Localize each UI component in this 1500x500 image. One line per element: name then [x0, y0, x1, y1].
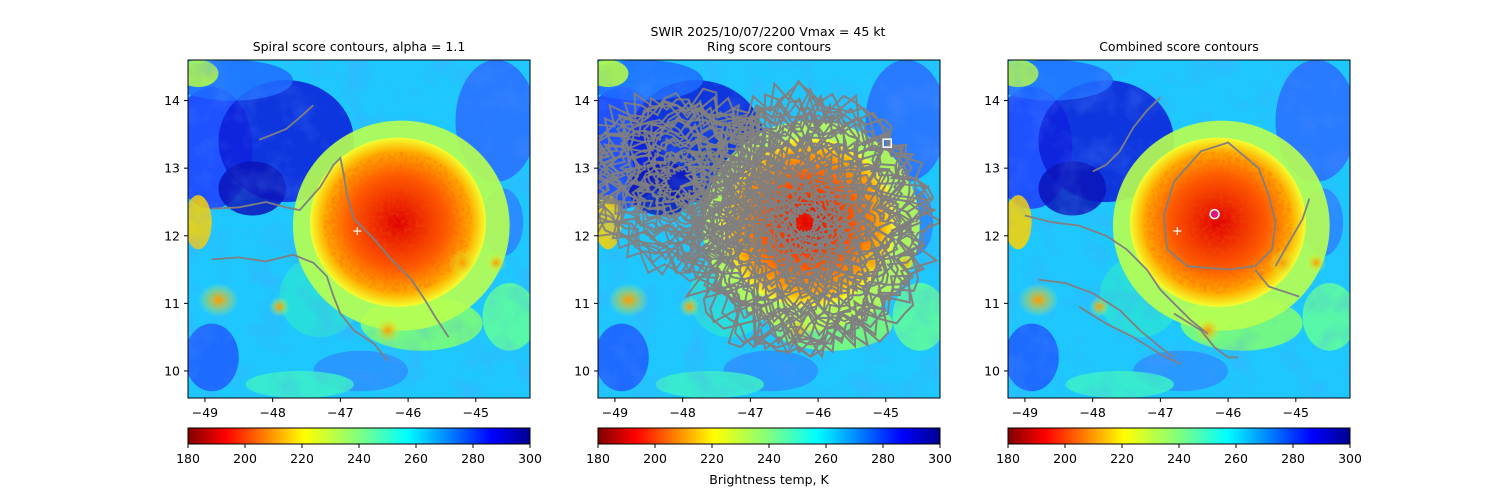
colorbar-tick-label: 180 [176, 451, 200, 466]
colorbar-tick-label: 280 [1281, 451, 1305, 466]
x-tick-label: −49 [602, 405, 628, 420]
colorbar-tick-label: 240 [757, 451, 781, 466]
combined-center-marker [1209, 208, 1220, 220]
x-tick-label: −49 [1012, 405, 1038, 420]
score-contour-2 [211, 156, 450, 338]
colorbar-tick-label: 180 [996, 451, 1020, 466]
x-tick-label: −45 [463, 405, 489, 420]
y-tick-label: 14 [574, 93, 590, 108]
colorbar-tick-label: 300 [518, 451, 542, 466]
x-tick-label: −48 [669, 405, 695, 420]
score-contour-3 [211, 253, 389, 362]
x-tick-label: −47 [327, 405, 353, 420]
colorbar-tick-label: 240 [347, 451, 371, 466]
x-tick-label: −48 [1079, 405, 1105, 420]
y-tick-label: 10 [984, 363, 1000, 378]
colorbar-tick-label: 300 [1338, 451, 1362, 466]
brightness-image [598, 60, 940, 398]
x-tick-label: −45 [873, 405, 899, 420]
x-tick-label: −47 [1147, 405, 1173, 420]
y-tick-label: 12 [574, 228, 590, 243]
x-tick-label: −48 [259, 405, 285, 420]
score-contour-3 [1038, 278, 1175, 359]
score-contour-8 [1173, 312, 1239, 359]
score-contour-1 [258, 104, 314, 141]
ring-center-marker [882, 138, 892, 148]
y-tick-label: 13 [574, 161, 590, 176]
ring-contours [598, 79, 940, 360]
colorbar-label: Brightness temp, K [709, 472, 829, 487]
colorbar-tick-label: 300 [928, 451, 952, 466]
x-tick-label: −46 [1215, 405, 1241, 420]
y-tick-label: 13 [164, 161, 180, 176]
colorbar-tick-label: 240 [1167, 451, 1191, 466]
y-tick-label: 11 [574, 296, 590, 311]
y-tick-label: 12 [984, 228, 1000, 243]
y-tick-label: 11 [984, 296, 1000, 311]
x-tick-label: −45 [1283, 405, 1309, 420]
colorbar-2: 180 200 220 240 260 280 300 Brightness temp, K [586, 427, 952, 487]
colorbar-tick-label: 180 [586, 451, 610, 466]
x-tick-label: −49 [192, 405, 218, 420]
axes-frame [1007, 59, 1351, 399]
colorbar-tick-label: 200 [233, 451, 257, 466]
panel-2: −49 −48 −47 −46 −45 10 11 12 13 14 Ring score cont… [574, 39, 941, 420]
y-tick-label: 10 [574, 363, 590, 378]
score-contour-6 [1254, 269, 1300, 298]
x-tick-label: −46 [395, 405, 421, 420]
score-contour-2 [1024, 214, 1209, 335]
y-tick-label: 13 [984, 161, 1000, 176]
panel-title: Combined score contours [1099, 39, 1259, 54]
colorbar-tick-label: 260 [404, 451, 428, 466]
y-tick-label: 14 [984, 93, 1000, 108]
y-tick-label: 10 [164, 363, 180, 378]
colorbar-tick-label: 220 [700, 451, 724, 466]
x-tick-label: −47 [737, 405, 763, 420]
y-tick-label: 11 [164, 296, 180, 311]
panel-1: −49 −48 −47 −46 −45 10 11 12 13 14 Spiral score co… [164, 39, 531, 420]
first-guess-marker [1173, 227, 1182, 236]
panel-3: −49 −48 −47 −46 −45 10 11 12 13 14 Combined score … [984, 39, 1351, 420]
first-guess-marker [353, 227, 362, 236]
axes-frame [187, 59, 531, 399]
colorbar-tick-label: 220 [290, 451, 314, 466]
colorbar-tick-label: 220 [1110, 451, 1134, 466]
x-tick-label: −46 [805, 405, 831, 420]
figure-suptitle: SWIR 2025/10/07/2200 Vmax = 45 kt [651, 24, 886, 39]
score-contour-4 [1162, 141, 1277, 271]
brightness-image [188, 60, 530, 398]
panel-title: Spiral score contours, alpha = 1.1 [253, 39, 466, 54]
y-tick-label: 12 [164, 228, 180, 243]
colorbar-1: 180 200 220 240 260 280 300 [176, 427, 542, 466]
y-tick-label: 14 [164, 93, 180, 108]
panel-title: Ring score contours [707, 39, 831, 54]
axes-frame [597, 59, 941, 399]
colorbar-tick-label: 280 [871, 451, 895, 466]
colorbar-tick-label: 280 [461, 451, 485, 466]
brightness-image [1008, 60, 1350, 398]
score-contour-5 [1274, 198, 1311, 267]
colorbar-tick-label: 200 [643, 451, 667, 466]
colorbar-3: 180 200 220 240 260 280 300 [996, 427, 1362, 466]
score-contour-1 [1092, 96, 1162, 173]
colorbar-tick-label: 200 [1053, 451, 1077, 466]
score-contour-7 [1078, 305, 1182, 366]
colorbar-tick-label: 260 [1224, 451, 1248, 466]
colorbar-tick-label: 260 [814, 451, 838, 466]
